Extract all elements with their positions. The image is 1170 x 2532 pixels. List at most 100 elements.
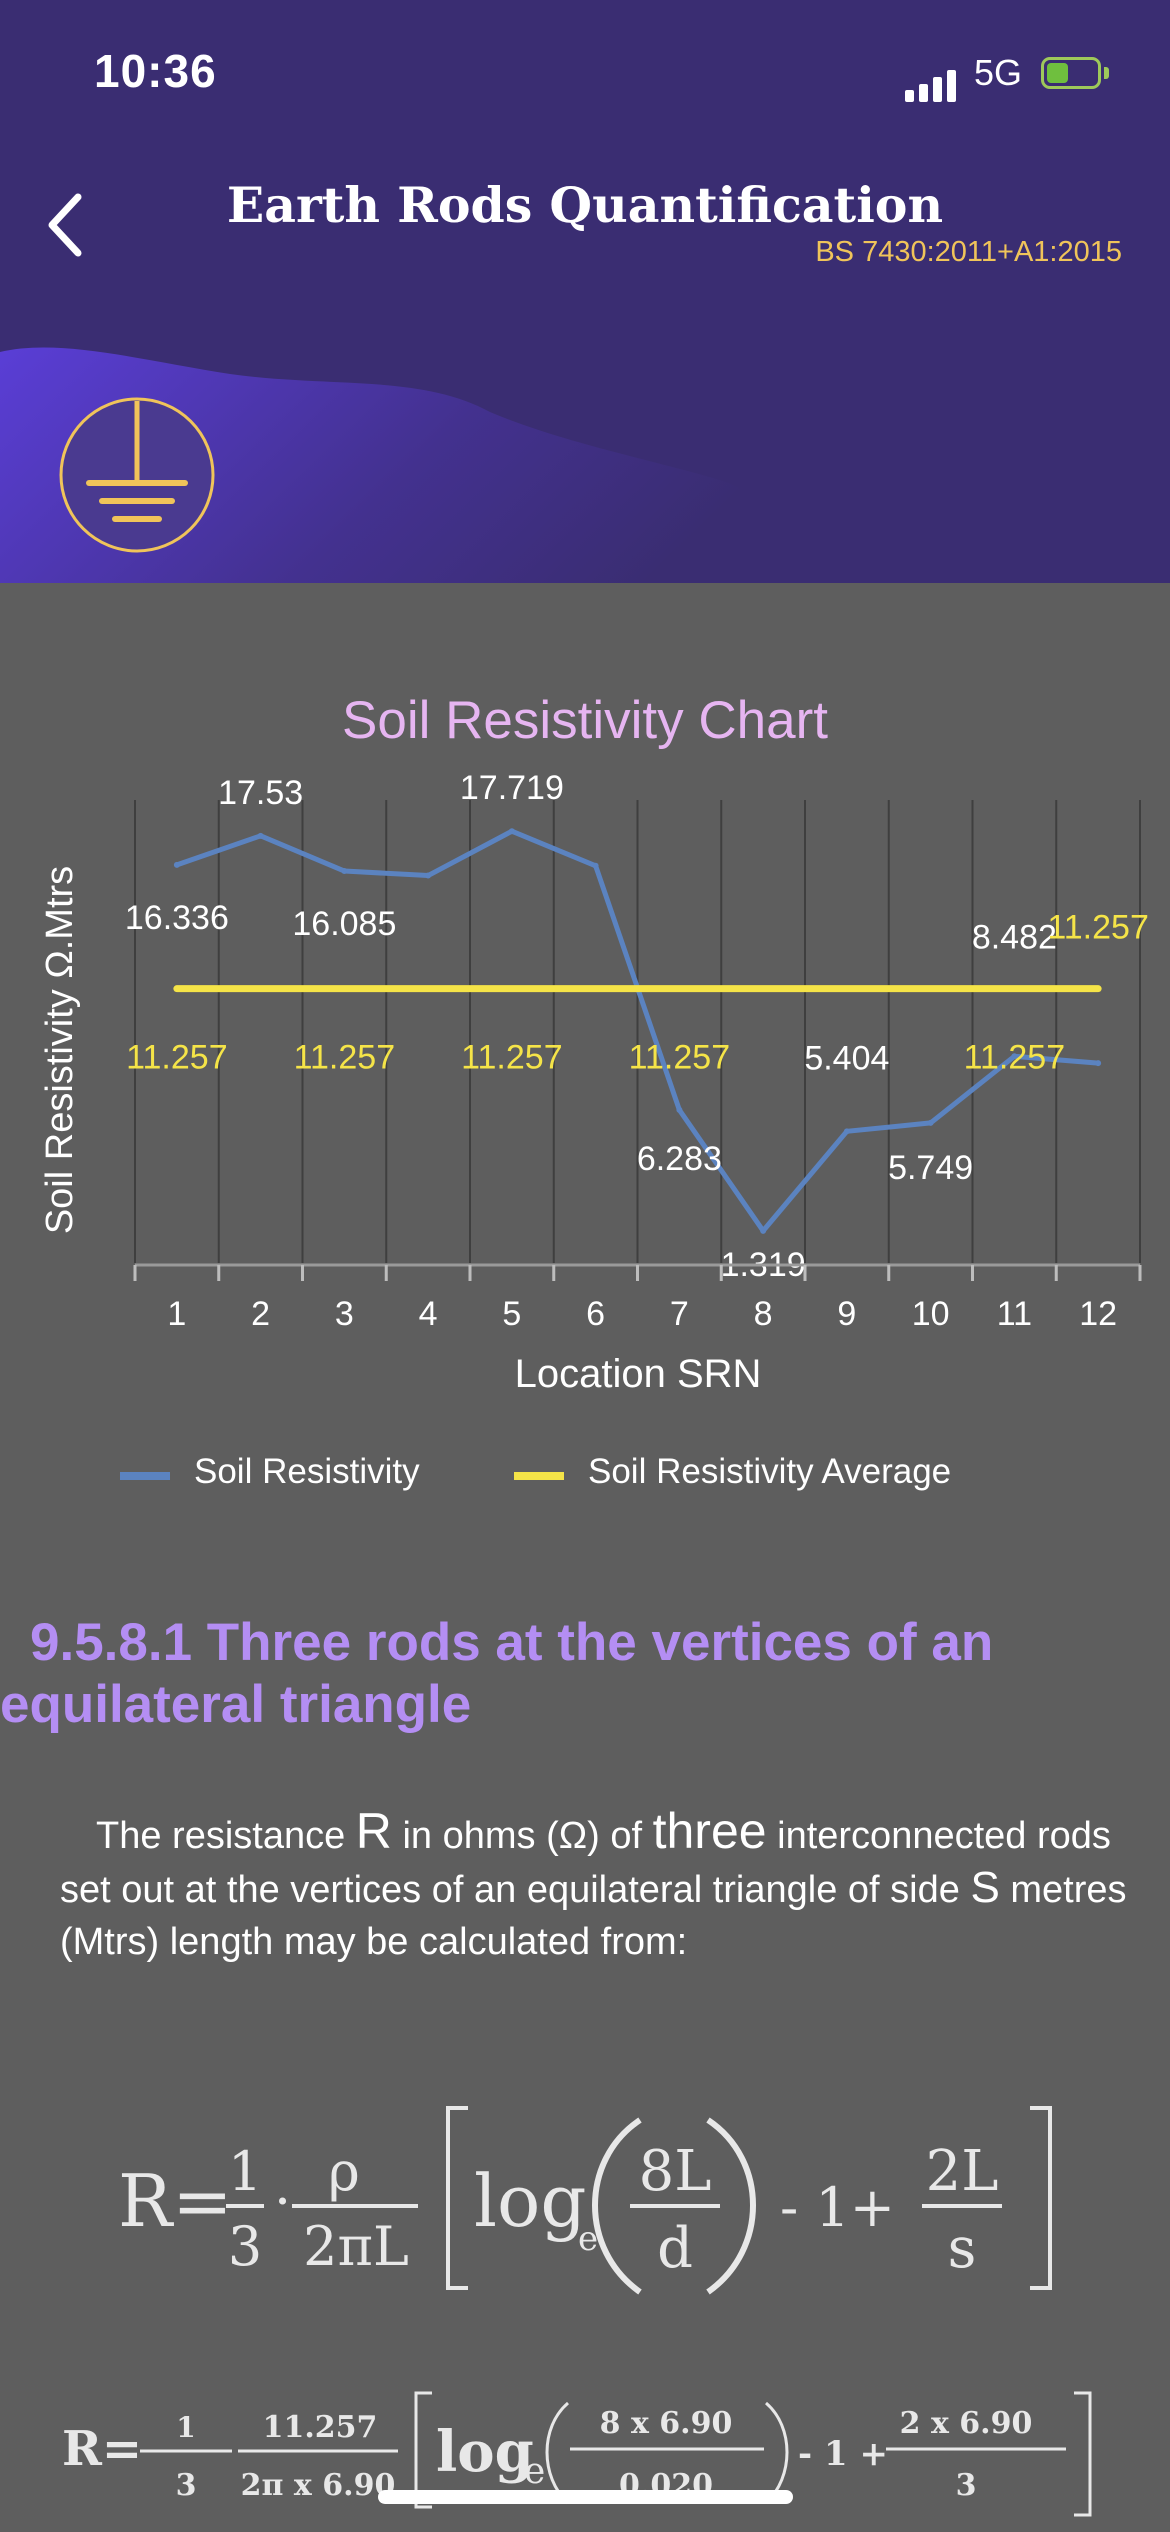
resistivity-data-label: 5.404: [804, 1039, 889, 1077]
para-text: interconnected rods set out at the verti…: [60, 1815, 1111, 1911]
signal-icon: [947, 70, 956, 102]
resistivity-point: [257, 832, 264, 839]
resistivity-point: [676, 1106, 683, 1113]
average-data-label: 11.257: [461, 1039, 562, 1077]
formula-dot: ·: [274, 2170, 291, 2233]
legend-label: Soil Resistivity: [194, 1452, 420, 1491]
x-tick-label: 12: [1079, 1295, 1117, 1333]
para-text: in ohms (Ω) of: [391, 1815, 653, 1857]
x-tick-label: 10: [912, 1295, 950, 1333]
soil-resistivity-chart: 16.33617.5316.08517.7196.2831.3195.4045.…: [39, 769, 1149, 1396]
x-tick-label: 1: [167, 1295, 186, 1333]
average-data-label: 11.257: [1047, 909, 1148, 947]
page-title: Earth Rods Quantification: [226, 176, 944, 234]
fraction-numerator: 1: [228, 2140, 262, 2203]
average-data-label: 11.257: [964, 1039, 1065, 1077]
resistivity-data-label: 17.719: [460, 769, 564, 807]
resistivity-point: [508, 828, 515, 835]
x-tick-label: 7: [670, 1295, 689, 1333]
header-wave: [0, 347, 820, 583]
x-tick-label: 8: [754, 1295, 773, 1333]
signal-icon: [905, 90, 914, 102]
average-point: [1095, 985, 1102, 992]
fraction-numerator: 8L: [639, 2139, 712, 2204]
description-paragraph: The resistance R in ohms (Ω) of three in…: [60, 1805, 1140, 1968]
resistivity-point: [843, 1128, 850, 1135]
legend-label: Soil Resistivity Average: [588, 1452, 952, 1491]
formula-log-sub: e: [578, 2219, 598, 2259]
home-indicator[interactable]: [378, 2490, 793, 2504]
x-tick-label: 9: [837, 1295, 856, 1333]
network-label: 5G: [974, 52, 1023, 93]
resistivity-point: [1011, 1053, 1018, 1060]
resistivity-data-label: 5.749: [888, 1149, 973, 1187]
resistivity-point: [1095, 1060, 1102, 1067]
average-data-label: 11.257: [126, 1039, 227, 1077]
x-tick-label: 5: [502, 1295, 521, 1333]
x-tick-label: 2: [251, 1295, 270, 1333]
x-axis-label: Location SRN: [515, 1352, 762, 1396]
resistivity-point: [592, 862, 599, 869]
fraction-numerator: 8 x 6.90: [600, 2406, 733, 2441]
average-point: [173, 985, 180, 992]
para-text: metres (Mtrs) length may be calculated f…: [60, 1869, 1127, 1963]
formula-log: log: [474, 2159, 586, 2243]
status-indicators: 5G: [905, 52, 1125, 102]
formula-log-sub: e: [524, 2451, 545, 2492]
average-point: [927, 985, 934, 992]
resistivity-point: [425, 872, 432, 879]
section-heading-line: equilateral triangle: [0, 1675, 472, 1734]
formula-lhs: R=: [62, 2421, 142, 2477]
resistivity-point: [341, 868, 348, 875]
formula-log: log: [436, 2419, 534, 2485]
status-time: 10:36: [94, 45, 217, 97]
x-tick-label: 3: [335, 1295, 354, 1333]
resistivity-data-label: 16.085: [292, 905, 396, 943]
formula-minus-one: - 1+: [780, 2176, 895, 2239]
resistivity-data-label: 6.283: [637, 1140, 722, 1178]
section-heading-line: 9.5.8.1 Three rods at the vertices of an: [30, 1613, 994, 1672]
average-point: [341, 985, 348, 992]
resistivity-point: [927, 1119, 934, 1126]
legend-swatch: [514, 1472, 564, 1480]
x-tick-label: 6: [586, 1295, 605, 1333]
fraction-denominator: s: [948, 2216, 977, 2281]
chevron-left-icon: [48, 193, 82, 257]
formula-minus-one: - 1 +: [798, 2434, 888, 2474]
average-point: [592, 985, 599, 992]
battery-icon: [1041, 57, 1101, 89]
battery-fill: [1047, 63, 1069, 83]
formula-values: R= 1 3 11.257 2π x 6.90 log e 8 x 6.90 0…: [62, 2391, 1092, 2517]
signal-icon: [919, 84, 928, 102]
para-text: The resistance: [96, 1815, 356, 1857]
resistivity-data-label: 8.482: [972, 918, 1057, 956]
x-tick-label: 4: [419, 1295, 438, 1333]
resistivity-point: [173, 861, 180, 868]
x-tick-label: 11: [997, 1295, 1032, 1333]
formula-general: R= 1 3 · ρ 2πL log e 8L d - 1+ 2L s: [118, 2106, 1052, 2295]
average-point: [425, 985, 432, 992]
section-heading: 9.5.8.1 Three rods at the vertices of an…: [0, 1612, 1150, 1736]
fraction-numerator: ρ: [328, 2140, 360, 2203]
para-emphasis-three: three: [652, 1803, 767, 1859]
signal-icon: [933, 77, 942, 102]
fraction-denominator: 2πL: [303, 2215, 409, 2278]
fraction-numerator: 1: [176, 2411, 195, 2444]
average-data-label: 11.257: [629, 1039, 730, 1077]
fraction-denominator: 3: [956, 2468, 977, 2503]
formula-lhs: R=: [118, 2159, 233, 2243]
y-axis-label: Soil Resistivity Ω.Mtrs: [39, 866, 81, 1234]
para-symbol-r: R: [355, 1803, 392, 1859]
back-button[interactable]: [40, 185, 100, 265]
average-point: [257, 985, 264, 992]
para-symbol-s: S: [970, 1863, 1000, 1912]
fraction-denominator: 2π x 6.90: [241, 2468, 396, 2503]
average-point: [760, 985, 767, 992]
app-header: 10:36 5G Earth Rods Quantification BS 74…: [0, 0, 1170, 583]
average-point: [1011, 985, 1018, 992]
resistivity-point: [760, 1227, 767, 1234]
resistivity-data-label: 17.53: [218, 774, 303, 812]
fraction-numerator: 2L: [926, 2139, 999, 2204]
average-data-label: 11.257: [294, 1039, 395, 1077]
battery-cap: [1104, 67, 1109, 79]
